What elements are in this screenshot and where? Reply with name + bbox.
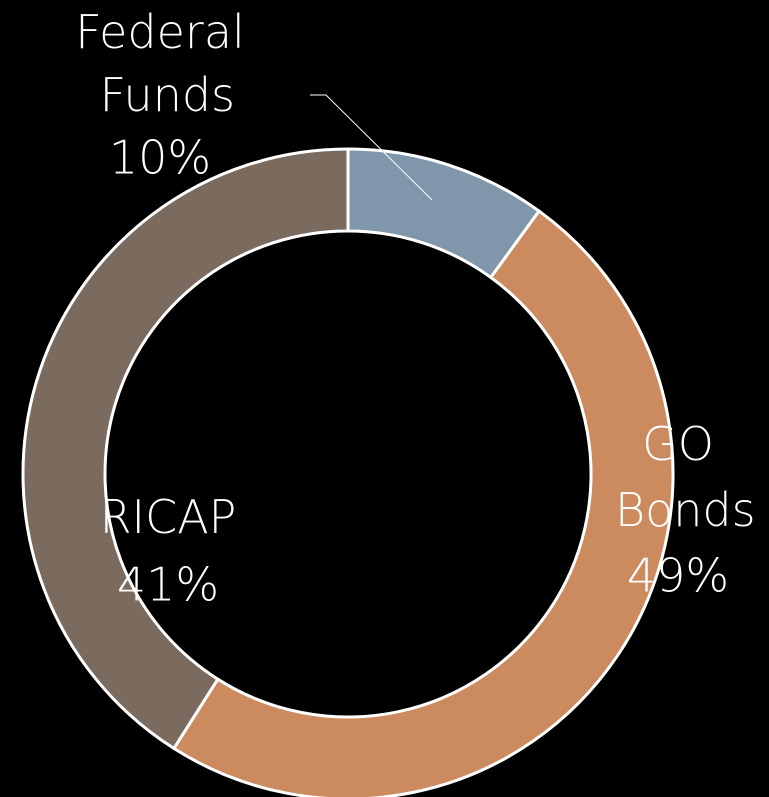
value-label: 10% <box>109 131 211 185</box>
labels: Federal Funds 10% GO Bonds 49% RICAP 41% <box>75 5 755 612</box>
category-label: Federal Funds <box>75 5 245 122</box>
value-label: 41% <box>117 558 219 612</box>
category-label: RICAP <box>100 490 237 544</box>
value-label: 49% <box>627 549 729 603</box>
donut-slice <box>21 147 350 751</box>
leader-line <box>310 94 433 201</box>
slices <box>21 147 675 797</box>
category-label: GO Bonds <box>600 417 755 537</box>
donut-slice <box>171 208 675 797</box>
